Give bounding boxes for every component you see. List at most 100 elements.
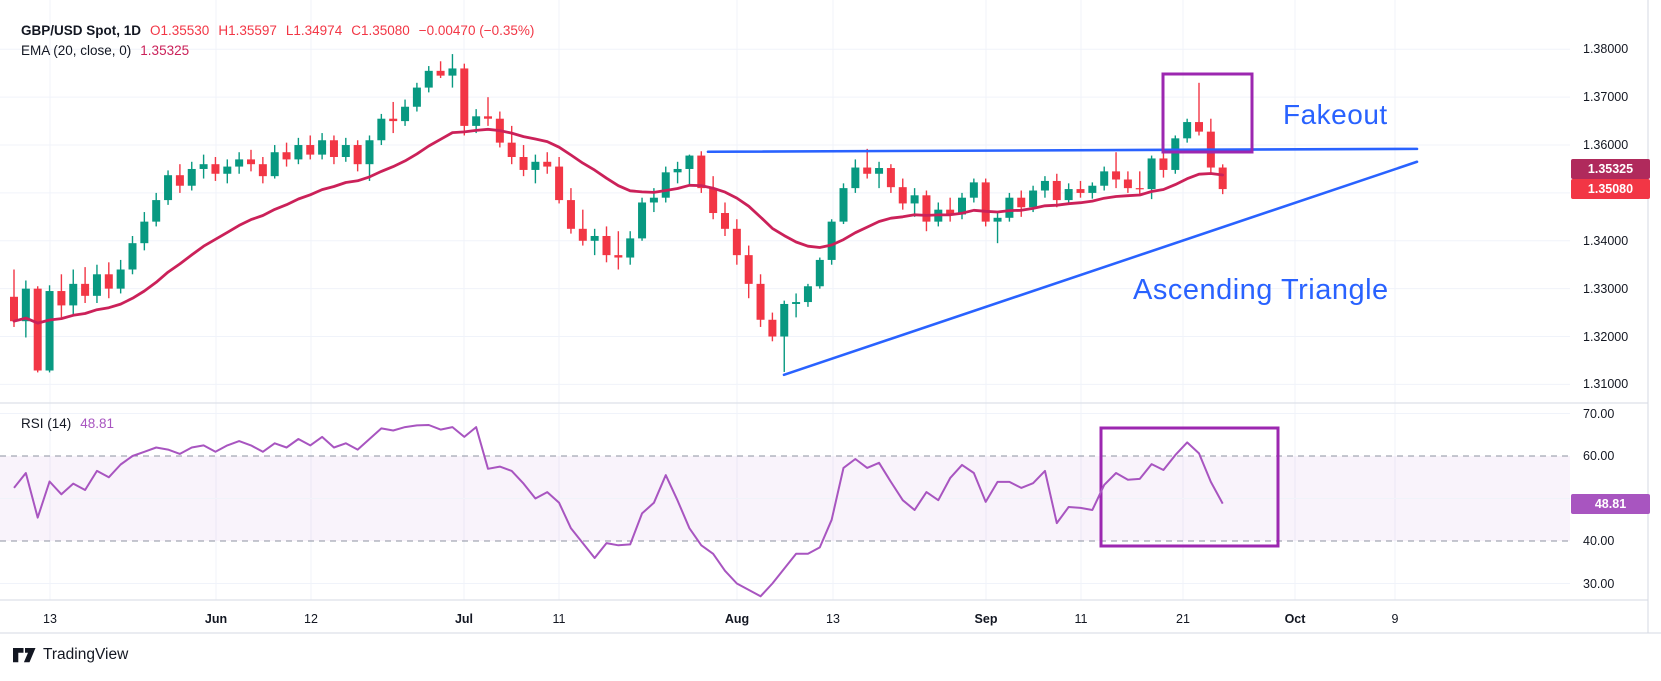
legend-low: L1.34974 xyxy=(285,23,343,38)
candle-body xyxy=(175,175,184,186)
time-tick-label: 11 xyxy=(552,612,566,626)
candle-body xyxy=(10,296,18,322)
price-tick-label: 1.31000 xyxy=(1583,377,1629,392)
rsi-legend[interactable]: RSI (14) 48.81 xyxy=(21,416,114,431)
candle-body xyxy=(709,188,718,214)
candle-body xyxy=(128,243,137,270)
candle-body xyxy=(1123,179,1132,189)
candle-body xyxy=(57,291,66,306)
candle-body xyxy=(424,70,433,88)
candle-body xyxy=(958,197,966,215)
candle-body xyxy=(1064,189,1073,201)
rsi-line xyxy=(13,424,1224,598)
candle-body xyxy=(1171,138,1180,170)
candle-body xyxy=(353,145,362,165)
candle-body xyxy=(886,168,895,188)
candle-body xyxy=(460,68,469,126)
candle-body xyxy=(803,286,812,303)
candle-body xyxy=(981,182,990,222)
ema-legend-value: 1.35325 xyxy=(140,43,190,58)
rsi-rectangle[interactable] xyxy=(1099,426,1280,548)
time-tick-label: Oct xyxy=(1284,612,1306,626)
fakeout-annotation[interactable]: Fakeout xyxy=(1283,99,1388,130)
candle-body xyxy=(922,195,931,222)
candle-body xyxy=(685,155,694,169)
candle-body xyxy=(626,238,635,258)
candle-body xyxy=(365,140,374,165)
ascending-triangle-annotation[interactable]: Ascending Triangle xyxy=(1133,274,1389,306)
candle-body xyxy=(780,303,789,337)
time-tick-label: Sep xyxy=(974,612,998,626)
resistance-trendline[interactable] xyxy=(706,147,1419,154)
candle-body xyxy=(638,202,647,239)
candle-body xyxy=(21,288,30,322)
candle-body xyxy=(910,195,919,204)
candle-body xyxy=(946,209,955,215)
candle-body xyxy=(697,155,706,189)
price-tick-label: 1.34000 xyxy=(1583,233,1629,248)
candle-body xyxy=(448,68,457,76)
candle-body xyxy=(33,288,42,371)
symbol-legend[interactable]: GBP/USD Spot, 1D O1.35530 H1.35597 L1.34… xyxy=(21,23,534,38)
symbol-title: GBP/USD Spot, 1D xyxy=(21,23,142,38)
candle-body xyxy=(258,164,267,177)
candle-body xyxy=(969,182,978,198)
time-tick-label: 11 xyxy=(1074,612,1088,626)
ema-legend-label: EMA (20, close, 0) xyxy=(21,43,132,58)
candle-body xyxy=(329,140,338,158)
candle-body xyxy=(1088,185,1097,193)
candle-body xyxy=(1147,158,1156,190)
candle-body xyxy=(1005,197,1014,218)
rsi-legend-value: 48.81 xyxy=(80,416,115,431)
candle-body xyxy=(815,259,824,287)
time-tick-label: Jul xyxy=(454,612,474,626)
rsi-tick-label: 70.00 xyxy=(1583,406,1615,421)
fakeout-rectangle[interactable] xyxy=(1161,72,1254,154)
candle-body xyxy=(211,164,220,174)
candle-body xyxy=(839,188,848,222)
candle-body xyxy=(484,116,492,119)
candle-body xyxy=(1135,188,1144,190)
candle-body xyxy=(401,106,410,122)
candle-body xyxy=(1017,197,1026,208)
candle-body xyxy=(1052,180,1061,201)
candle-body xyxy=(827,221,836,260)
candle-body xyxy=(531,161,540,170)
rsi-tick-label: 40.00 xyxy=(1583,534,1615,548)
candle-body xyxy=(69,283,78,306)
tradingview-logo-icon xyxy=(13,647,36,662)
candle-body xyxy=(721,213,729,229)
ema-legend[interactable]: EMA (20, close, 0) 1.35325 xyxy=(21,43,189,58)
candle-body xyxy=(1076,189,1085,193)
candle-body xyxy=(1112,171,1121,180)
price-tick-label: 1.36000 xyxy=(1583,138,1629,152)
candle-body xyxy=(1195,122,1203,132)
candle-body xyxy=(377,118,386,141)
legend-high: H1.35597 xyxy=(218,23,277,38)
time-tick-label: Jun xyxy=(204,612,228,626)
time-tick-label: 13 xyxy=(43,612,57,626)
candle-body xyxy=(732,228,741,256)
candle-body xyxy=(519,157,528,170)
candle-body xyxy=(863,167,872,174)
tradingview-brand[interactable]: TradingView xyxy=(13,646,128,664)
candle-body xyxy=(756,283,765,320)
candle-body xyxy=(270,152,279,177)
candle-body xyxy=(1100,171,1109,186)
price-tick-label: 1.37000 xyxy=(1583,90,1629,105)
candle-body xyxy=(116,269,125,289)
candle-body xyxy=(1218,167,1227,190)
rsi-tick-label: 30.00 xyxy=(1583,576,1615,591)
time-tick-label: 13 xyxy=(826,612,840,626)
candle-body xyxy=(164,175,173,201)
candle-body xyxy=(851,167,860,189)
candle-body xyxy=(555,166,564,201)
candle-body xyxy=(768,319,777,337)
tradingview-brand-name: TradingView xyxy=(43,646,129,663)
support-trendline[interactable] xyxy=(782,160,1419,377)
last-price-badge: 1.35080 xyxy=(1571,179,1650,200)
candle-body xyxy=(1040,180,1049,191)
candle-body xyxy=(792,302,801,304)
